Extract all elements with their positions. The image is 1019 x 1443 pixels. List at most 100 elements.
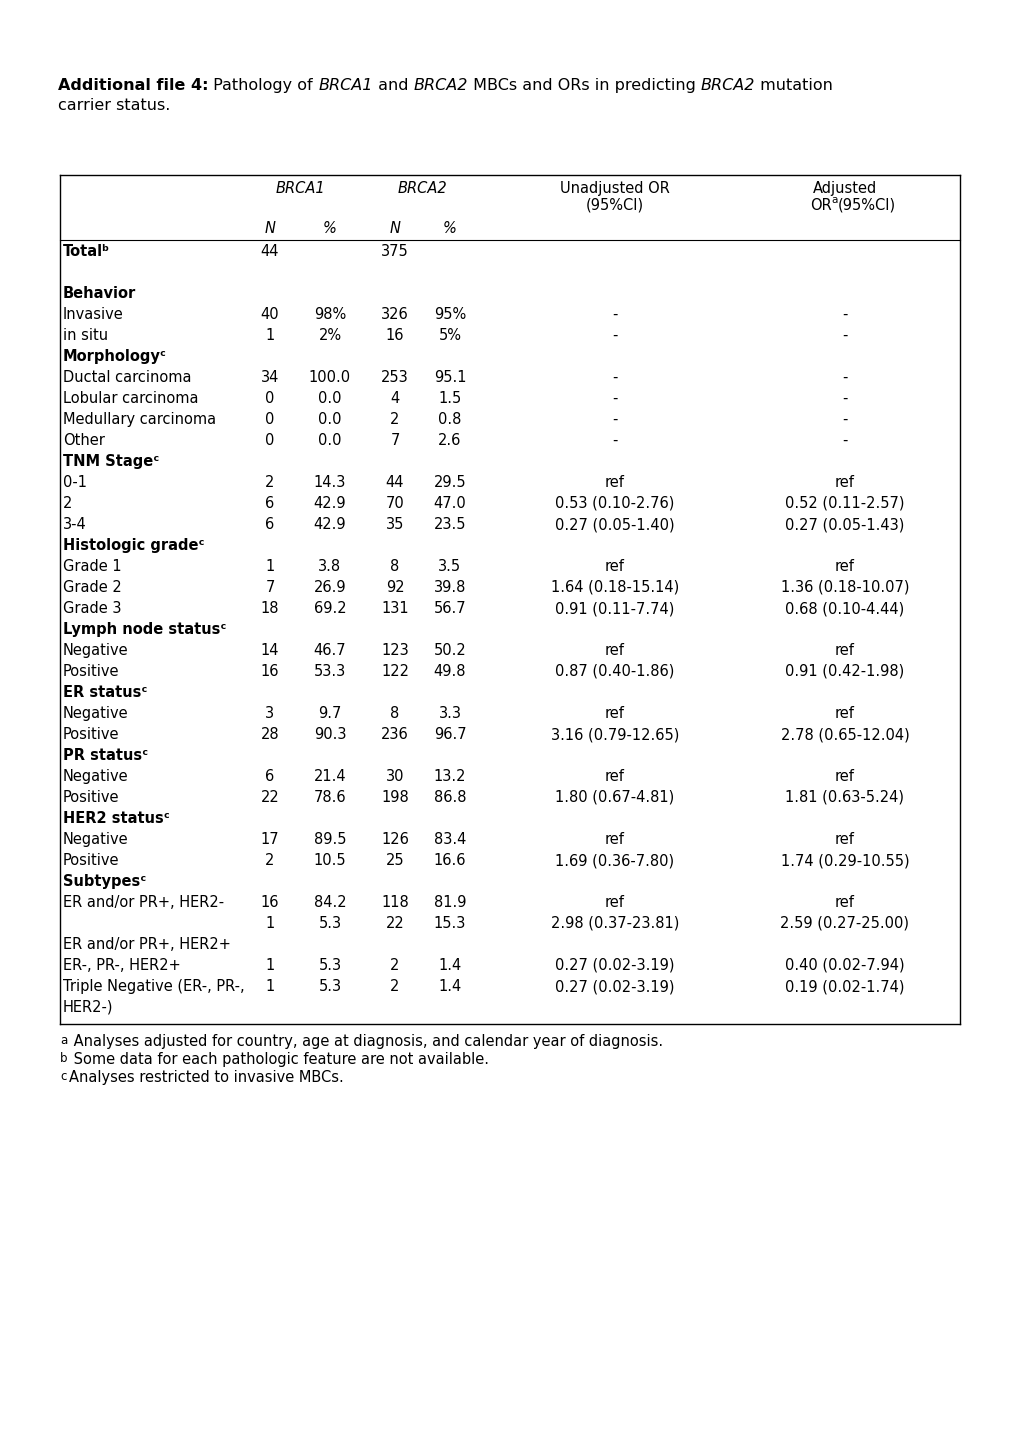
Text: 5.3: 5.3: [318, 958, 341, 973]
Text: 1.36 (0.18-10.07): 1.36 (0.18-10.07): [780, 580, 908, 595]
Text: 9.7: 9.7: [318, 706, 341, 722]
Text: 83.4: 83.4: [433, 833, 466, 847]
Text: 1.4: 1.4: [438, 958, 462, 973]
Text: 56.7: 56.7: [433, 600, 466, 616]
Text: 5.3: 5.3: [318, 916, 341, 931]
Text: 28: 28: [261, 727, 279, 742]
Text: BRCA2: BRCA2: [700, 78, 754, 92]
Text: 26.9: 26.9: [314, 580, 346, 595]
Text: ref: ref: [835, 644, 854, 658]
Text: 5.3: 5.3: [318, 978, 341, 994]
Text: 236: 236: [381, 727, 409, 742]
Text: Totalᵇ: Totalᵇ: [63, 244, 110, 258]
Text: 2.6: 2.6: [438, 433, 462, 447]
Text: Subtypesᶜ: Subtypesᶜ: [63, 874, 146, 889]
Text: ref: ref: [604, 706, 625, 722]
Text: Positive: Positive: [63, 664, 119, 680]
Text: 2.78 (0.65-12.04): 2.78 (0.65-12.04): [780, 727, 909, 742]
Text: Negative: Negative: [63, 833, 128, 847]
Text: 375: 375: [381, 244, 409, 258]
Text: 84.2: 84.2: [314, 895, 346, 911]
Text: ER and/or PR+, HER2-: ER and/or PR+, HER2-: [63, 895, 224, 911]
Text: 0.27 (0.02-3.19): 0.27 (0.02-3.19): [554, 978, 675, 994]
Text: Grade 1: Grade 1: [63, 558, 121, 574]
Text: c: c: [60, 1071, 66, 1084]
Text: 30: 30: [385, 769, 404, 784]
Text: 0.0: 0.0: [318, 413, 341, 427]
Text: Histologic gradeᶜ: Histologic gradeᶜ: [63, 538, 204, 553]
Text: 118: 118: [381, 895, 409, 911]
Text: Other: Other: [63, 433, 105, 447]
Text: N: N: [264, 221, 275, 237]
Text: %: %: [442, 221, 457, 237]
Text: -: -: [611, 307, 618, 322]
Text: ref: ref: [835, 769, 854, 784]
Text: Analyses restricted to invasive MBCs.: Analyses restricted to invasive MBCs.: [69, 1071, 343, 1085]
Text: ref: ref: [604, 475, 625, 491]
Text: 5%: 5%: [438, 328, 461, 343]
Text: 2: 2: [265, 475, 274, 491]
Text: -: -: [842, 391, 847, 405]
Text: 6: 6: [265, 496, 274, 511]
Text: 70: 70: [385, 496, 404, 511]
Text: Morphologyᶜ: Morphologyᶜ: [63, 349, 167, 364]
Text: 95.1: 95.1: [433, 369, 466, 385]
Text: 29.5: 29.5: [433, 475, 466, 491]
Text: 2: 2: [390, 978, 399, 994]
Text: 50.2: 50.2: [433, 644, 466, 658]
Text: BRCA1: BRCA1: [275, 180, 324, 196]
Text: 17: 17: [261, 833, 279, 847]
Text: 90.3: 90.3: [314, 727, 345, 742]
Text: 69.2: 69.2: [314, 600, 346, 616]
Text: -: -: [611, 328, 618, 343]
Text: PR statusᶜ: PR statusᶜ: [63, 747, 148, 763]
Text: BRCA1: BRCA1: [318, 78, 372, 92]
Text: Negative: Negative: [63, 706, 128, 722]
Text: 3: 3: [265, 706, 274, 722]
Text: (95%CI): (95%CI): [838, 198, 896, 214]
Text: Positive: Positive: [63, 727, 119, 742]
Text: 44: 44: [261, 244, 279, 258]
Text: 16: 16: [385, 328, 404, 343]
Text: Triple Negative (ER-, PR-,: Triple Negative (ER-, PR-,: [63, 978, 245, 994]
Text: 0.27 (0.05-1.43): 0.27 (0.05-1.43): [785, 517, 904, 532]
Text: 4: 4: [390, 391, 399, 405]
Text: 3.8: 3.8: [318, 558, 341, 574]
Text: mutation: mutation: [754, 78, 833, 92]
Text: and: and: [372, 78, 413, 92]
Text: 2.98 (0.37-23.81): 2.98 (0.37-23.81): [550, 916, 679, 931]
Text: TNM Stageᶜ: TNM Stageᶜ: [63, 455, 159, 469]
Text: ref: ref: [835, 895, 854, 911]
Text: 35: 35: [385, 517, 404, 532]
Text: 0: 0: [265, 433, 274, 447]
Text: ER statusᶜ: ER statusᶜ: [63, 685, 147, 700]
Text: ref: ref: [604, 895, 625, 911]
Text: 1: 1: [265, 328, 274, 343]
Text: Lymph node statusᶜ: Lymph node statusᶜ: [63, 622, 226, 636]
Text: 126: 126: [381, 833, 409, 847]
Text: 2: 2: [390, 958, 399, 973]
Text: 6: 6: [265, 517, 274, 532]
Text: 16.6: 16.6: [433, 853, 466, 869]
Text: 78.6: 78.6: [314, 789, 346, 805]
Text: 1: 1: [265, 916, 274, 931]
Text: Behavior: Behavior: [63, 286, 137, 302]
Text: 0.91 (0.11-7.74): 0.91 (0.11-7.74): [554, 600, 674, 616]
Text: Some data for each pathologic feature are not available.: Some data for each pathologic feature ar…: [69, 1052, 488, 1066]
Text: a: a: [60, 1035, 67, 1048]
Text: -: -: [842, 307, 847, 322]
Text: -: -: [842, 328, 847, 343]
Text: 0.87 (0.40-1.86): 0.87 (0.40-1.86): [554, 664, 674, 680]
Text: BRCA2: BRCA2: [397, 180, 447, 196]
Text: 23.5: 23.5: [433, 517, 466, 532]
Text: b: b: [60, 1052, 67, 1065]
Text: 7: 7: [265, 580, 274, 595]
Text: 7: 7: [390, 433, 399, 447]
Text: 42.9: 42.9: [314, 517, 346, 532]
Text: 16: 16: [261, 664, 279, 680]
Text: 0-1: 0-1: [63, 475, 87, 491]
Text: 0: 0: [265, 391, 274, 405]
Text: ref: ref: [835, 833, 854, 847]
Text: 253: 253: [381, 369, 409, 385]
Text: ref: ref: [604, 558, 625, 574]
